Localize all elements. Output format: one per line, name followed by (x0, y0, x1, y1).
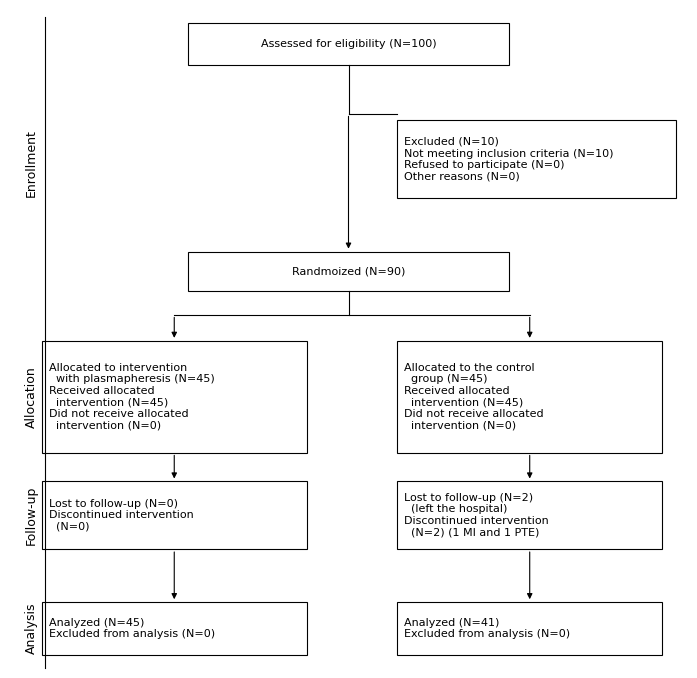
Bar (42, 481, 307, 549)
Text: Randmoized (N=90): Randmoized (N=90) (292, 266, 405, 276)
Text: Lost to follow-up (N=2)
  (left the hospital)
Discontinued intervention
  (N=2) : Lost to follow-up (N=2) (left the hospit… (404, 493, 549, 538)
Bar (397, 121, 676, 198)
Text: Follow-up: Follow-up (25, 485, 38, 545)
Text: Analyzed (N=41)
Excluded from analysis (N=0): Analyzed (N=41) Excluded from analysis (… (404, 618, 570, 639)
Text: Analyzed (N=45)
Excluded from analysis (N=0): Analyzed (N=45) Excluded from analysis (… (49, 618, 215, 639)
Bar (397, 341, 662, 453)
Bar (188, 23, 509, 65)
Text: Analysis: Analysis (25, 603, 38, 654)
Bar (42, 341, 307, 453)
Bar (397, 481, 662, 549)
Text: Assessed for eligibility (N=100): Assessed for eligibility (N=100) (261, 39, 436, 49)
Bar (397, 602, 662, 655)
Text: Allocated to the control
  group (N=45)
Received allocated
  intervention (N=45): Allocated to the control group (N=45) Re… (404, 363, 544, 431)
Bar (42, 602, 307, 655)
Text: Enrollment: Enrollment (25, 129, 38, 197)
Text: Allocation: Allocation (25, 365, 38, 428)
Text: Lost to follow-up (N=0)
Discontinued intervention
  (N=0): Lost to follow-up (N=0) Discontinued int… (49, 499, 194, 532)
Bar (188, 252, 509, 291)
Text: Allocated to intervention
  with plasmapheresis (N=45)
Received allocated
  inte: Allocated to intervention with plasmaphe… (49, 363, 215, 431)
Text: Excluded (N=10)
Not meeting inclusion criteria (N=10)
Refused to participate (N=: Excluded (N=10) Not meeting inclusion cr… (404, 137, 614, 182)
